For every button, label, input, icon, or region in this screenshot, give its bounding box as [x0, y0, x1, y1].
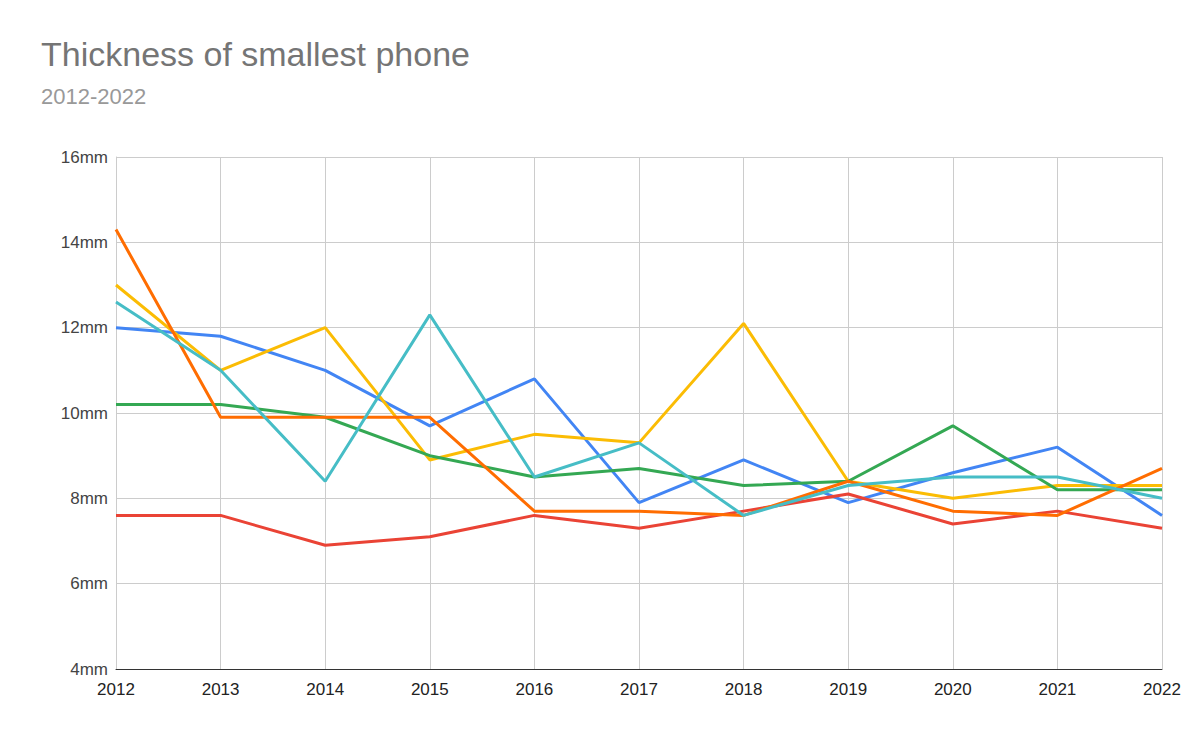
svg-text:2020: 2020 — [934, 680, 972, 699]
svg-text:6mm: 6mm — [70, 574, 108, 593]
svg-text:2016: 2016 — [515, 680, 553, 699]
svg-text:2022: 2022 — [1143, 680, 1181, 699]
svg-text:14mm: 14mm — [61, 233, 108, 252]
svg-text:2015: 2015 — [411, 680, 449, 699]
svg-text:2017: 2017 — [620, 680, 658, 699]
svg-text:2021: 2021 — [1038, 680, 1076, 699]
svg-text:2012-2022: 2012-2022 — [41, 84, 146, 109]
svg-text:16mm: 16mm — [61, 148, 108, 167]
svg-text:8mm: 8mm — [70, 489, 108, 508]
svg-text:2012: 2012 — [97, 680, 135, 699]
svg-text:Thickness of smallest phone: Thickness of smallest phone — [41, 35, 470, 73]
svg-text:4mm: 4mm — [70, 660, 108, 679]
svg-text:2013: 2013 — [202, 680, 240, 699]
svg-text:10mm: 10mm — [61, 404, 108, 423]
svg-text:12mm: 12mm — [61, 318, 108, 337]
svg-text:2019: 2019 — [829, 680, 867, 699]
svg-text:2014: 2014 — [306, 680, 344, 699]
svg-text:2018: 2018 — [725, 680, 763, 699]
